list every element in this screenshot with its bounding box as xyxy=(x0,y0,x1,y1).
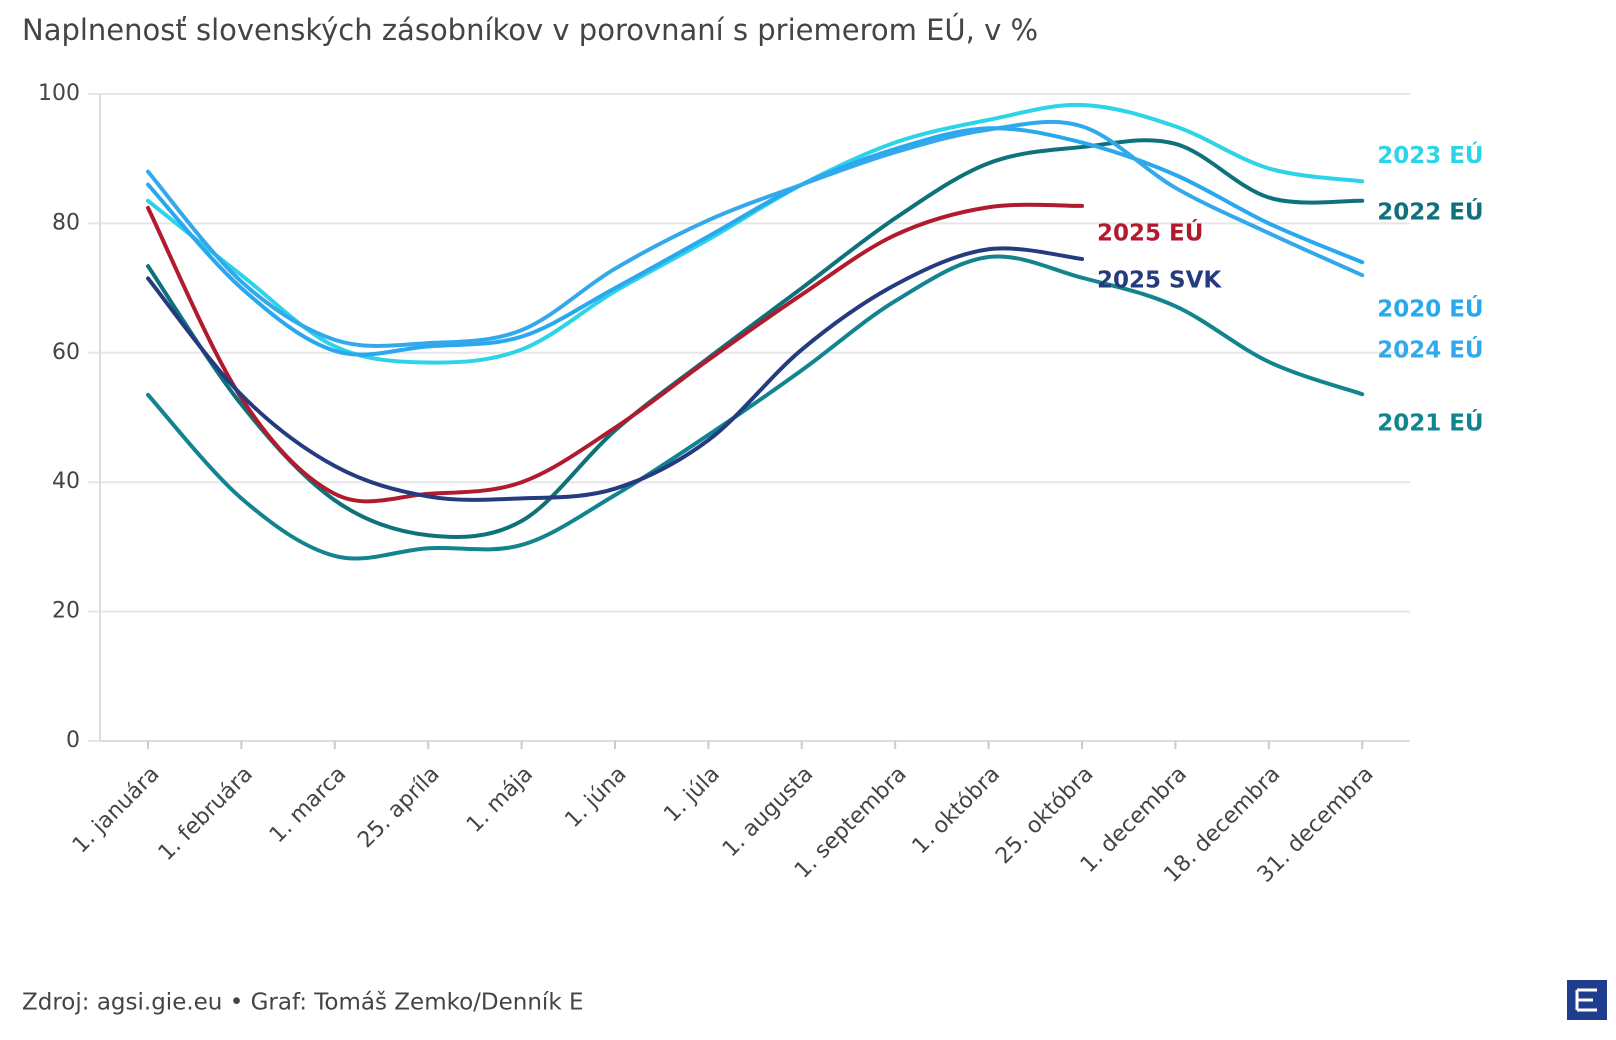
logo-mark xyxy=(1575,988,1597,1012)
series-line xyxy=(146,126,1365,357)
y-tick-label: 20 xyxy=(52,599,80,624)
x-tick-label: 1. júna xyxy=(560,762,631,833)
series-label: 2021 EÚ xyxy=(1377,409,1483,437)
x-tick-label: 1. marca xyxy=(265,762,351,848)
x-tick-label: 1. februára xyxy=(154,762,258,866)
series-label: 2024 EÚ xyxy=(1377,336,1483,364)
y-tick-label: 100 xyxy=(38,81,80,106)
series-line xyxy=(146,138,1365,540)
x-tick-label: 1. augusta xyxy=(718,762,818,862)
y-tick-label: 80 xyxy=(52,210,80,235)
y-tick-label: 40 xyxy=(52,469,80,494)
x-tick-label: 25. apríla xyxy=(353,762,444,853)
chart-title: Naplnenosť slovenských zásobníkov v poro… xyxy=(22,13,1038,47)
series-label: 2025 EÚ xyxy=(1097,218,1203,246)
y-tick-label: 0 xyxy=(66,728,80,753)
x-tick-label: 1. mája xyxy=(462,762,538,838)
series-label: 2022 EÚ xyxy=(1377,197,1483,225)
series-line xyxy=(146,254,1365,561)
series-line xyxy=(146,246,1084,502)
series-label: 2025 SVK xyxy=(1097,267,1222,293)
series-line xyxy=(146,119,1365,348)
series-line xyxy=(146,202,1084,504)
logo xyxy=(1567,980,1607,1020)
source-note: Zdroj: agsi.gie.eu • Graf: Tomáš Zemko/D… xyxy=(22,990,584,1016)
x-tick-label: 1. júla xyxy=(659,762,725,828)
x-tick-label: 1. januára xyxy=(68,762,165,859)
series-label: 2020 EÚ xyxy=(1377,295,1483,323)
y-tick-label: 60 xyxy=(52,340,80,365)
series-label: 2023 EÚ xyxy=(1377,141,1483,169)
x-tick-label: 1. októbra xyxy=(908,762,1005,859)
